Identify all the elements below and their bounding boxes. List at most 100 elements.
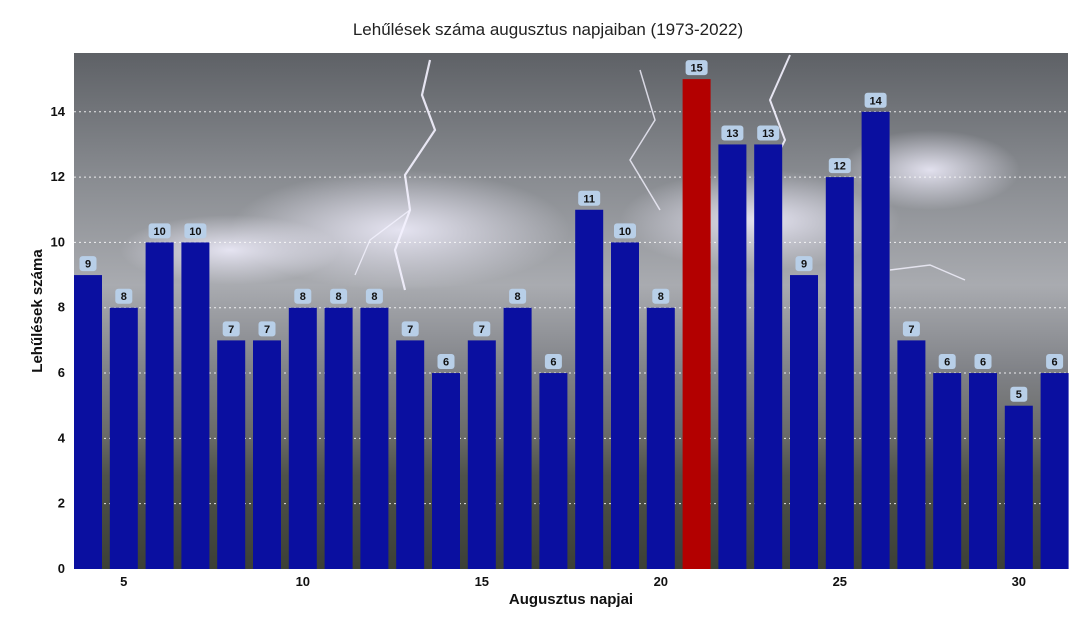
bar-day-11 [324, 307, 353, 569]
data-label-bg [757, 125, 780, 141]
data-label: 8 [300, 291, 306, 303]
data-labels-group: 9 8 10 10 7 7 8 8 8 7 6 7 8 6 11 10 8 15 13 13 9 12 14 7 6 6 5 6 [79, 60, 1064, 402]
y-tick-label: 2 [58, 496, 65, 511]
data-label: 8 [658, 291, 664, 303]
bar-day-17 [539, 373, 568, 569]
bar-day-29 [969, 373, 997, 569]
bar-day-22 [718, 144, 747, 569]
data-label-bg [828, 158, 851, 174]
data-label-bg [401, 321, 419, 337]
bar-day-7 [181, 242, 210, 569]
y-axis-title: Lehűlések száma [29, 249, 46, 373]
data-label-bg [578, 190, 601, 206]
bar-day-19 [611, 242, 639, 569]
data-label: 7 [264, 324, 270, 336]
data-label-bg [652, 288, 670, 304]
data-label: 10 [619, 226, 631, 238]
data-label-bg [938, 354, 956, 370]
x-tick-label: 30 [1012, 574, 1026, 589]
bar-day-23 [754, 144, 783, 569]
data-label-bg [437, 354, 455, 370]
y-axis: 0 2 4 6 8 10 12 14 [51, 104, 66, 576]
data-label: 15 [690, 63, 702, 75]
data-label-bg [330, 288, 348, 304]
lightning-bolt [354, 209, 411, 276]
data-label: 6 [550, 357, 556, 369]
x-tick-label: 25 [833, 574, 847, 589]
y-tick-label: 10 [51, 234, 65, 249]
data-label-bg [509, 288, 527, 304]
data-label-bg [294, 288, 312, 304]
bar-day-5 [109, 307, 138, 569]
data-label: 13 [726, 128, 738, 140]
bar-day-9 [253, 340, 281, 569]
data-label-bg [685, 60, 708, 76]
data-label-bg [222, 321, 240, 337]
data-label: 10 [153, 226, 165, 238]
data-label-bg [365, 288, 383, 304]
data-label: 9 [801, 259, 807, 271]
data-label-bg [544, 354, 562, 370]
x-tick-label: 15 [475, 574, 489, 589]
bar-day-30 [1004, 405, 1033, 569]
bar-day-10 [288, 307, 317, 569]
bars-group [74, 79, 1069, 570]
data-label-bg [184, 223, 207, 239]
data-label: 6 [944, 357, 950, 369]
bar-day-15 [467, 340, 496, 569]
data-label: 13 [762, 128, 774, 140]
x-tick-label: 20 [654, 574, 668, 589]
data-label: 7 [908, 324, 914, 336]
lightning-bolt [629, 69, 661, 211]
bar-day-20 [646, 307, 675, 569]
data-label: 8 [121, 291, 127, 303]
bar-day-4 [74, 275, 102, 569]
data-label-bg [795, 256, 813, 272]
bar-day-27 [897, 340, 926, 569]
data-label: 9 [85, 259, 91, 271]
data-label-bg [473, 321, 491, 337]
bar-day-14 [432, 373, 460, 569]
bar-day-8 [217, 340, 246, 569]
data-label-bg [1010, 386, 1028, 402]
data-label-bg [902, 321, 920, 337]
x-tick-label: 10 [296, 574, 310, 589]
y-tick-label: 0 [58, 561, 65, 576]
data-label: 11 [583, 193, 595, 205]
data-label-bg [864, 92, 887, 108]
data-label: 10 [189, 226, 201, 238]
data-label-bg [974, 354, 992, 370]
bar-day-6 [145, 242, 174, 569]
data-label-bg [258, 321, 276, 337]
data-label-bg [148, 223, 171, 239]
bar-day-21 [682, 79, 711, 569]
data-label: 7 [228, 324, 234, 336]
x-axis-title: Augusztus napjai [509, 591, 633, 608]
lightning-bolt [393, 59, 437, 291]
data-label-bg [1046, 354, 1064, 370]
bar-day-16 [503, 307, 532, 569]
bar-day-24 [790, 275, 818, 569]
bar-day-31 [1040, 373, 1069, 569]
y-tick-label: 4 [58, 430, 66, 445]
data-label-bg [614, 223, 636, 239]
data-label: 8 [371, 291, 377, 303]
x-axis: 5 10 15 20 25 30 [120, 574, 1026, 589]
bar-day-13 [396, 340, 425, 569]
bar-day-25 [825, 177, 854, 570]
data-label: 12 [834, 161, 846, 173]
data-label: 6 [980, 357, 986, 369]
lightning-bolt [889, 264, 966, 281]
chart-title: Lehűlések száma augusztus napjaiban (197… [353, 20, 743, 39]
data-label-bg [721, 125, 744, 141]
y-tick-label: 6 [58, 365, 65, 380]
bar-day-12 [360, 307, 389, 569]
bar-day-18 [575, 209, 604, 569]
data-label: 6 [1052, 357, 1058, 369]
data-label-bg [115, 288, 133, 304]
y-tick-label: 12 [51, 169, 65, 184]
data-label-bg [79, 256, 97, 272]
data-label: 8 [336, 291, 342, 303]
